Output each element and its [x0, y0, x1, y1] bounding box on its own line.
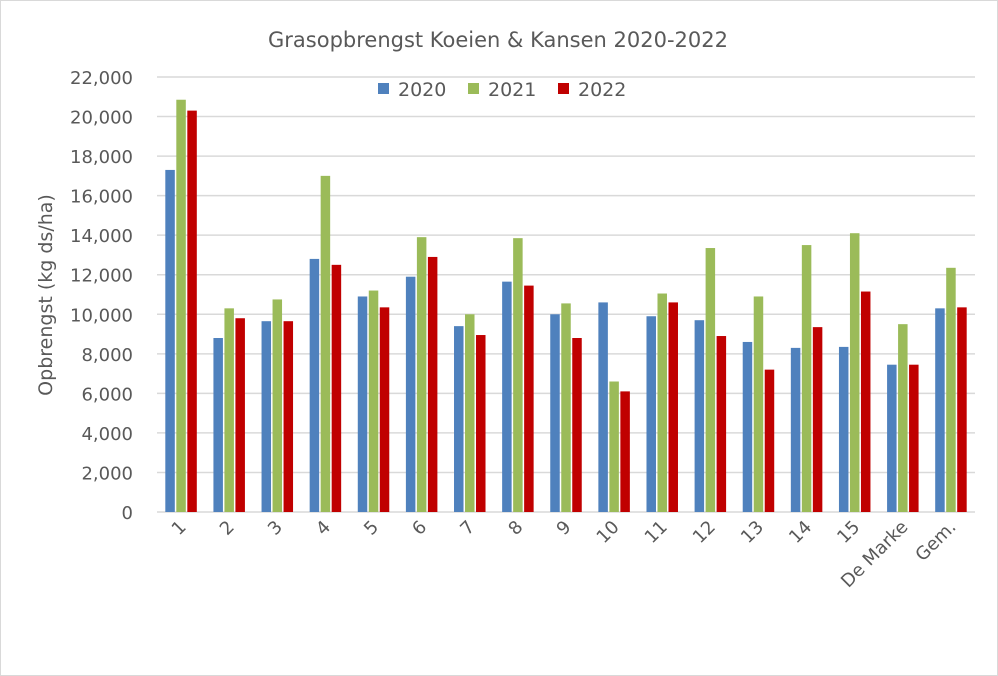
- x-tick-label: 12: [689, 517, 720, 548]
- gridlines: [157, 76, 975, 513]
- bar-2020-3: [261, 321, 272, 512]
- y-tick-label: 22,000: [70, 68, 133, 89]
- bar-2021-De Marke: [898, 324, 908, 512]
- x-tick-label: 6: [408, 517, 431, 540]
- bar-2021-15: [849, 233, 860, 513]
- bar-2020-8: [502, 281, 512, 512]
- y-tick-label: 6,000: [81, 384, 133, 405]
- bar-2020-13: [742, 341, 753, 512]
- x-tick-label: 15: [833, 517, 864, 548]
- bar-2022-14: [812, 327, 823, 512]
- bar-2022-11: [668, 302, 678, 512]
- x-tick-label: 7: [456, 517, 479, 540]
- x-tick-label: 10: [593, 517, 624, 548]
- y-tick-label: 12,000: [70, 266, 133, 287]
- bar-2022-15: [860, 291, 871, 512]
- bar-2020-9: [550, 314, 560, 512]
- bar-2022-1: [187, 110, 197, 512]
- legend-label: 2020: [398, 79, 446, 101]
- bar-2021-3: [272, 299, 283, 512]
- bar-2021-10: [609, 381, 619, 512]
- bar-2020-10: [598, 302, 608, 512]
- x-tick-label: 3: [264, 517, 287, 540]
- bar-2021-7: [465, 314, 475, 512]
- bar-2022-5: [379, 307, 390, 512]
- bar-2020-2: [213, 338, 223, 512]
- x-tick-label: 1: [168, 517, 191, 540]
- bar-2022-8: [524, 285, 534, 512]
- y-axis-label: Opbrengst (kg ds/ha): [35, 194, 57, 396]
- bar-2022-De Marke: [909, 364, 919, 512]
- legend-label: 2022: [578, 79, 626, 101]
- bar-2020-12: [694, 320, 705, 512]
- bar-2022-Gem.: [957, 307, 967, 512]
- x-tick-label: 4: [312, 517, 335, 540]
- x-tick-label: 9: [553, 517, 576, 540]
- bar-2021-5: [368, 290, 379, 512]
- bar-2022-2: [235, 318, 245, 512]
- legend: 2020 2021 2022: [378, 79, 626, 101]
- bar-2020-14: [790, 347, 801, 512]
- y-tick-label: 2,000: [81, 463, 133, 484]
- bar-2021-9: [561, 303, 571, 512]
- bar-2021-1: [176, 99, 186, 512]
- bar-2021-6: [416, 237, 427, 512]
- y-tick-label: 8,000: [81, 345, 133, 366]
- bar-2020-Gem.: [935, 308, 945, 512]
- chart-title: Grasopbrengst Koeien & Kansen 2020-2022: [268, 28, 728, 52]
- legend-swatch-2022: [558, 83, 569, 94]
- bar-2020-6: [405, 276, 416, 512]
- y-tick-label: 10,000: [70, 305, 133, 326]
- y-tick-label: 20,000: [70, 108, 133, 129]
- bar-2020-4: [309, 258, 320, 512]
- bar-2022-13: [764, 369, 775, 512]
- x-tick-label: Gem.: [911, 517, 960, 566]
- x-tick-label: 2: [216, 517, 239, 540]
- bar-2020-7: [454, 326, 464, 512]
- legend-swatch-2021: [468, 83, 479, 94]
- bar-2021-Gem.: [946, 267, 956, 512]
- bar-2022-3: [283, 321, 294, 512]
- x-tick-label: 5: [360, 517, 383, 540]
- bar-2020-15: [838, 346, 849, 512]
- y-axis-ticks: 0 2,000 4,000 6,000 8,000 10,000 12,000 14,000 1…: [70, 68, 133, 524]
- x-tick-label: 8: [504, 517, 527, 540]
- y-tick-label: 0: [122, 503, 133, 524]
- bar-2022-12: [716, 336, 727, 512]
- bar-2020-De Marke: [887, 364, 897, 512]
- y-tick-label: 16,000: [70, 187, 133, 208]
- bars: [165, 99, 967, 513]
- bar-2020-5: [357, 296, 368, 512]
- bar-2021-11: [657, 293, 667, 512]
- bar-2021-12: [705, 248, 716, 512]
- x-tick-label: 13: [737, 517, 768, 548]
- bar-2021-4: [320, 175, 331, 512]
- bar-2021-14: [801, 245, 812, 512]
- legend-swatch-2020: [378, 83, 389, 94]
- y-tick-label: 4,000: [81, 424, 133, 445]
- bar-2021-8: [513, 238, 523, 513]
- x-tick-label: 14: [785, 517, 816, 548]
- x-tick-label: 11: [641, 517, 672, 548]
- bar-2020-1: [165, 169, 175, 512]
- bar-2022-10: [620, 391, 630, 512]
- bar-2021-2: [224, 308, 234, 512]
- y-tick-label: 18,000: [70, 147, 133, 168]
- bar-2022-6: [427, 256, 438, 512]
- legend-label: 2021: [488, 79, 536, 101]
- bar-2020-11: [646, 316, 656, 512]
- bar-2022-4: [331, 264, 342, 512]
- bar-2022-7: [476, 335, 486, 512]
- y-tick-label: 14,000: [70, 226, 133, 247]
- bar-2022-9: [572, 338, 582, 512]
- bar-2021-13: [753, 296, 764, 512]
